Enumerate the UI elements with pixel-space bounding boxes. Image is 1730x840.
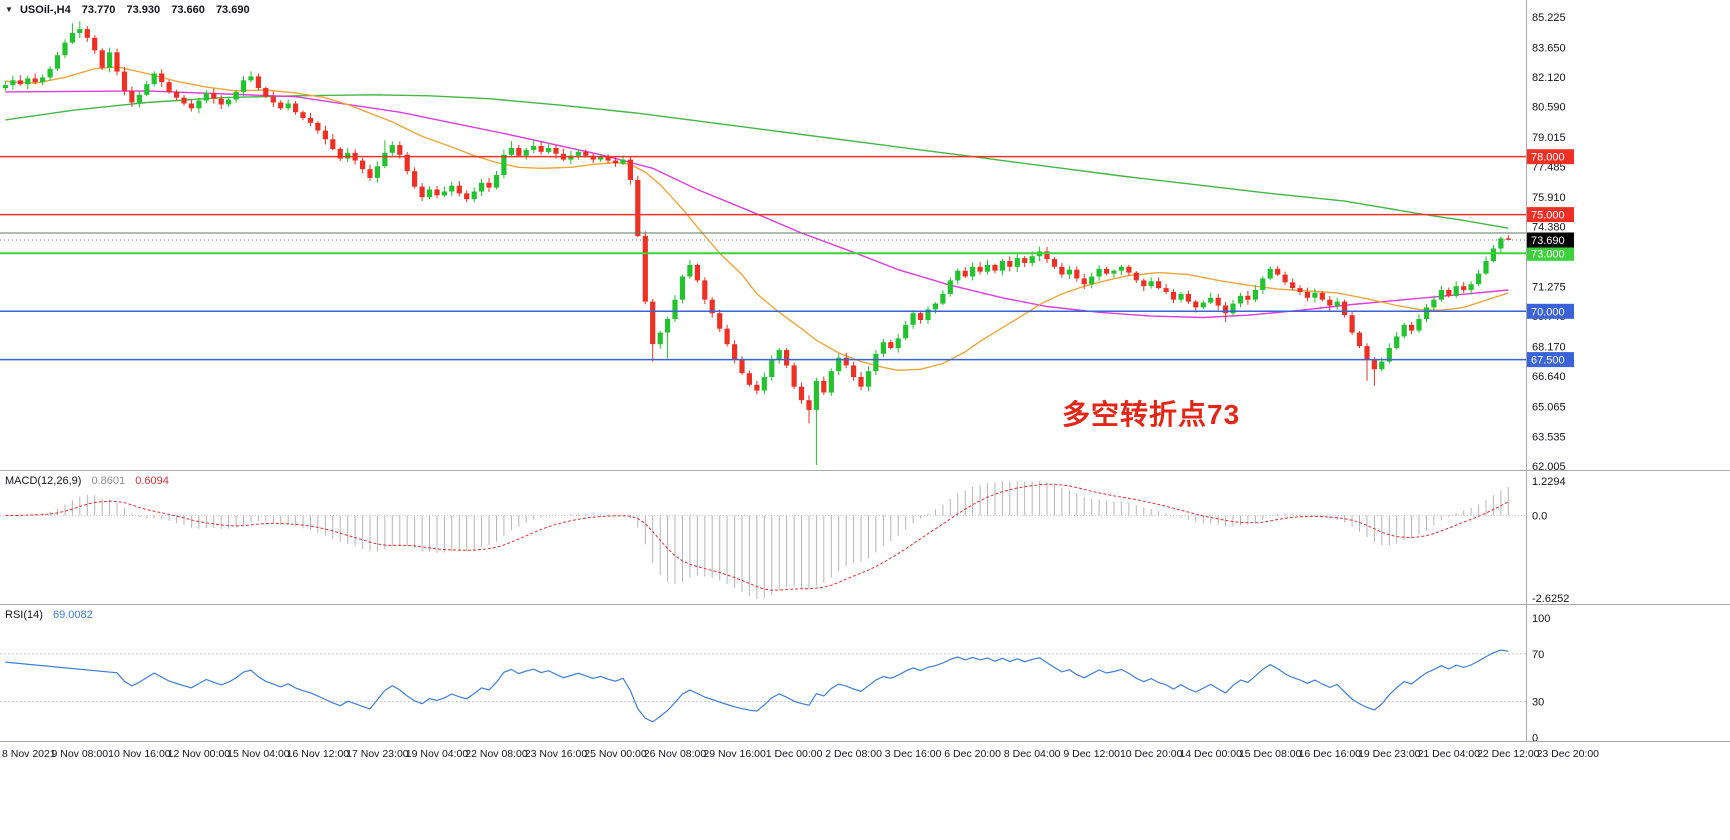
rsi-line[interactable] [5, 649, 1509, 723]
macd-scale-min: -2.6252 [1532, 593, 1569, 605]
rsi-value: 69.0082 [52, 609, 93, 621]
time-scale-label: 10 Dec 20:00 [1120, 748, 1183, 760]
price-scale-label: 74.380 [1532, 222, 1566, 234]
rsi-scale-label: 0 [1532, 733, 1538, 745]
time-scale-label: 26 Nov 08:00 [644, 748, 707, 760]
chevron-down-icon[interactable]: ▼ [5, 5, 13, 14]
price-badge-label: 75.000 [1531, 210, 1565, 222]
price-badge [1527, 207, 1574, 223]
price-scale-label: 77.485 [1532, 162, 1566, 174]
time-scale-label: 19 Nov 04:00 [406, 748, 469, 760]
price-scale-label: 66.640 [1532, 371, 1566, 383]
symbol-title: USOil-,H4 [19, 4, 71, 16]
price-badge-label: 73.690 [1531, 235, 1565, 247]
time-scale-label: 22 Nov 08:00 [465, 748, 528, 760]
price-badge-label: 70.000 [1531, 306, 1565, 318]
ma-slow-line[interactable] [5, 94, 1509, 229]
time-scale-label: 17 Nov 23:00 [346, 748, 409, 760]
price-badge [1527, 149, 1574, 165]
symbol-ohlc-header: ▼ USOil-,H4 73.770 73.930 73.660 73.690 [5, 4, 250, 16]
time-scale-label: 21 Dec 04:00 [1418, 748, 1481, 760]
time-scale-label: 15 Dec 08:00 [1239, 748, 1302, 760]
rsi-name: RSI(14) [5, 609, 43, 621]
time-scale-label: 19 Dec 23:00 [1358, 748, 1421, 760]
time-scale-label: 8 Nov 2021 [2, 748, 56, 760]
time-scale-label: 16 Dec 16:00 [1299, 748, 1362, 760]
price-scale-label: 71.275 [1532, 282, 1566, 294]
time-scale-label: 9 Dec 12:00 [1063, 748, 1120, 760]
price-scale-label: 83.650 [1532, 42, 1566, 54]
ma-medium-line[interactable] [5, 90, 1509, 319]
price-badge [1527, 245, 1574, 261]
price-badge-label: 67.500 [1531, 355, 1565, 367]
time-scale-label: 9 Nov 08:00 [51, 748, 108, 760]
macd-signal-value: 0.6094 [135, 475, 169, 487]
price-scale-label: 80.590 [1532, 102, 1566, 114]
price-scale-label: 82.120 [1532, 72, 1566, 84]
time-scale-label: 10 Nov 16:00 [108, 748, 171, 760]
time-scale-label: 8 Dec 04:00 [1004, 748, 1061, 760]
macd-panel[interactable] [0, 481, 1526, 599]
candles-layer[interactable] [2, 21, 1511, 465]
price-scale-label: 68.170 [1532, 342, 1566, 354]
time-scale-label: 3 Dec 16:00 [885, 748, 942, 760]
price-scale-label: 62.005 [1532, 461, 1566, 473]
ohlc-low: 73.660 [171, 4, 205, 16]
time-scale-label: 14 Dec 00:00 [1179, 748, 1242, 760]
ma-fast-line[interactable] [5, 66, 1509, 372]
time-scale-label: 23 Dec 20:00 [1537, 748, 1600, 760]
time-scale-label: 12 Nov 00:00 [168, 748, 231, 760]
time-scale-label: 29 Nov 16:00 [703, 748, 766, 760]
chart-canvas[interactable]: 85.225 83.650 82.120 80.590 79.015 77.485 75.9… [0, 0, 1730, 770]
time-scale-label: 25 Nov 00:00 [584, 748, 647, 760]
rsi-indicator-label: RSI(14) 69.0082 [5, 609, 93, 621]
rsi-scale-label: 100 [1532, 613, 1550, 625]
price-scale-label: 65.065 [1532, 402, 1566, 414]
price-badge-label: 73.000 [1531, 248, 1565, 260]
ohlc-close: 73.690 [215, 4, 250, 16]
price-badge [1527, 352, 1574, 368]
ohlc-open: 73.770 [81, 4, 116, 16]
macd-scale-zero: 0.0 [1532, 511, 1547, 523]
time-scale-label: 22 Dec 12:00 [1477, 748, 1540, 760]
price-scale-label: 75.910 [1532, 192, 1566, 204]
time-scale-label: 1 Dec 00:00 [766, 748, 823, 760]
annotation-text[interactable]: 多空转折点73 [1062, 399, 1241, 430]
price-scale-label: 85.225 [1532, 12, 1566, 24]
time-scale-label: 23 Nov 16:00 [525, 748, 588, 760]
price-badge [1527, 232, 1574, 248]
macd-indicator-label: MACD(12,26,9) 0.8601 0.6094 [5, 475, 169, 487]
moving-averages-layer [5, 66, 1509, 372]
time-scale-label: 16 Nov 12:00 [287, 748, 350, 760]
price-scale-label: 79.015 [1532, 132, 1566, 144]
price-badge-label: 78.000 [1531, 152, 1565, 164]
ohlc-high: 73.930 [126, 4, 161, 16]
rsi-scale-label: 30 [1532, 697, 1544, 709]
time-scale-label: 2 Dec 08:00 [825, 748, 882, 760]
macd-main-value: 0.8601 [91, 475, 126, 487]
macd-signal-line[interactable] [5, 483, 1509, 591]
price-scale-label: 63.535 [1532, 431, 1566, 443]
rsi-panel[interactable] [5, 649, 1509, 723]
macd-scale-max: 1.2294 [1532, 476, 1566, 488]
price-badge [1527, 303, 1574, 319]
macd-name: MACD(12,26,9) [5, 475, 82, 487]
rsi-scale-label: 70 [1532, 649, 1544, 661]
time-scale-label: 6 Dec 20:00 [944, 748, 1001, 760]
time-scale-label: 15 Nov 04:00 [227, 748, 290, 760]
